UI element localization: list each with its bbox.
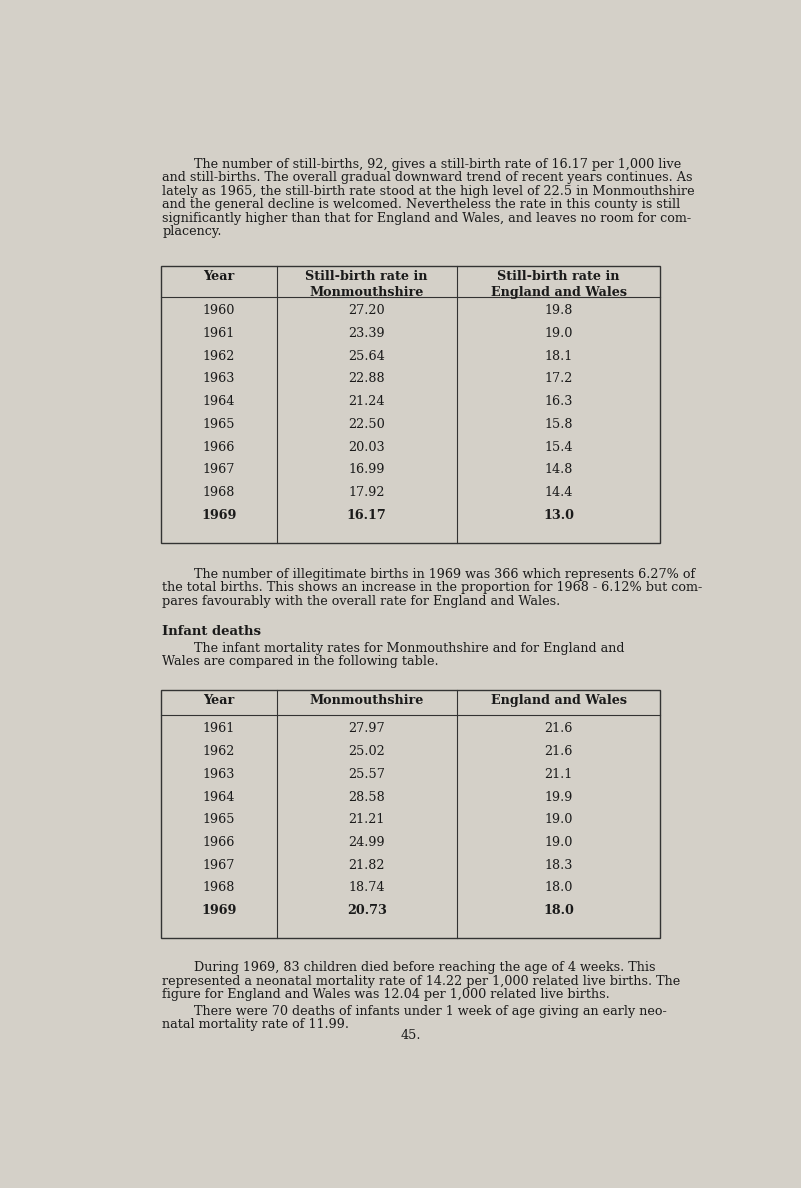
Text: 19.0: 19.0 [545,327,573,340]
Text: 22.88: 22.88 [348,372,385,385]
Text: 20.73: 20.73 [347,904,387,917]
Text: 28.58: 28.58 [348,790,385,803]
Text: 1963: 1963 [203,767,235,781]
Text: represented a neonatal mortality rate of 14.22 per 1,000 related live births. Th: represented a neonatal mortality rate of… [162,975,680,988]
Text: 1962: 1962 [203,349,235,362]
Text: 19.8: 19.8 [545,304,573,317]
Text: Still-birth rate in
Monmouthshire: Still-birth rate in Monmouthshire [305,270,428,299]
Text: 16.17: 16.17 [347,508,387,522]
Text: 17.92: 17.92 [348,486,385,499]
Text: 23.39: 23.39 [348,327,385,340]
Text: 1967: 1967 [203,463,235,476]
Text: 15.8: 15.8 [545,418,573,431]
Text: pares favourably with the overall rate for England and Wales.: pares favourably with the overall rate f… [162,594,561,607]
Text: 1962: 1962 [203,745,235,758]
Text: 15.4: 15.4 [545,441,573,454]
Text: 24.99: 24.99 [348,836,385,849]
Text: 18.1: 18.1 [545,349,573,362]
Text: Infant deaths: Infant deaths [162,625,261,638]
Text: 18.74: 18.74 [348,881,385,895]
Bar [160,266,661,543]
Text: 27.20: 27.20 [348,304,385,317]
Text: 21.6: 21.6 [545,722,573,735]
Text: placency.: placency. [162,226,222,239]
Text: 14.4: 14.4 [545,486,573,499]
Text: 1966: 1966 [203,836,235,849]
Text: Monmouthshire: Monmouthshire [309,694,424,707]
Text: 16.99: 16.99 [348,463,385,476]
Text: 1968: 1968 [203,881,235,895]
Text: 18.3: 18.3 [545,859,573,872]
Text: 19.9: 19.9 [545,790,573,803]
Text: The infant mortality rates for Monmouthshire and for England and: The infant mortality rates for Monmouths… [162,642,625,655]
Text: 25.57: 25.57 [348,767,385,781]
Text: There were 70 deaths of infants under 1 week of age giving an early neo-: There were 70 deaths of infants under 1 … [162,1005,667,1018]
Text: 20.03: 20.03 [348,441,385,454]
Text: 1961: 1961 [203,722,235,735]
Text: 1964: 1964 [203,790,235,803]
Text: 1961: 1961 [203,327,235,340]
Text: 21.24: 21.24 [348,396,385,409]
Text: Still-birth rate in
England and Wales: Still-birth rate in England and Wales [490,270,626,299]
Text: and the general decline is welcomed. Nevertheless the rate in this county is sti: and the general decline is welcomed. Nev… [162,198,680,211]
Text: Year: Year [203,270,235,283]
Text: 21.6: 21.6 [545,745,573,758]
Text: 19.0: 19.0 [545,836,573,849]
Text: significantly higher than that for England and Wales, and leaves no room for com: significantly higher than that for Engla… [162,211,691,225]
Text: Wales are compared in the following table.: Wales are compared in the following tabl… [162,655,439,668]
Text: 18.0: 18.0 [545,881,573,895]
Text: 17.2: 17.2 [545,372,573,385]
Text: Year: Year [203,694,235,707]
Text: and still-births. The overall gradual downward trend of recent years continues. : and still-births. The overall gradual do… [162,171,693,184]
Text: 1963: 1963 [203,372,235,385]
Text: 1960: 1960 [203,304,235,317]
Text: 1965: 1965 [203,814,235,826]
Text: 19.0: 19.0 [545,814,573,826]
Text: 18.0: 18.0 [543,904,574,917]
Text: 16.3: 16.3 [545,396,573,409]
Text: England and Wales: England and Wales [490,694,626,707]
Text: 1969: 1969 [201,904,236,917]
Text: 13.0: 13.0 [543,508,574,522]
Text: figure for England and Wales was 12.04 per 1,000 related live births.: figure for England and Wales was 12.04 p… [162,988,610,1001]
Text: 21.82: 21.82 [348,859,385,872]
Text: 1968: 1968 [203,486,235,499]
Text: 1969: 1969 [201,508,236,522]
Text: 1965: 1965 [203,418,235,431]
Text: 1964: 1964 [203,396,235,409]
Text: 1966: 1966 [203,441,235,454]
Text: 1967: 1967 [203,859,235,872]
Text: 21.1: 21.1 [545,767,573,781]
Text: 45.: 45. [400,1029,421,1042]
Bar [160,690,661,939]
Text: natal mortality rate of 11.99.: natal mortality rate of 11.99. [162,1018,349,1031]
Text: 25.64: 25.64 [348,349,385,362]
Text: 21.21: 21.21 [348,814,385,826]
Text: lately as 1965, the still-birth rate stood at the high level of 22.5 in Monmouth: lately as 1965, the still-birth rate sto… [162,185,694,198]
Text: 27.97: 27.97 [348,722,385,735]
Text: The number of still-births, 92, gives a still-birth rate of 16.17 per 1,000 live: The number of still-births, 92, gives a … [162,158,682,171]
Text: During 1969, 83 children died before reaching the age of 4 weeks. This: During 1969, 83 children died before rea… [162,961,656,974]
Text: The number of illegitimate births in 1969 was 366 which represents 6.27% of: The number of illegitimate births in 196… [162,568,695,581]
Text: the total births. This shows an increase in the proportion for 1968 - 6.12% but : the total births. This shows an increase… [162,581,702,594]
Text: 22.50: 22.50 [348,418,385,431]
Text: 14.8: 14.8 [545,463,573,476]
Text: 25.02: 25.02 [348,745,385,758]
